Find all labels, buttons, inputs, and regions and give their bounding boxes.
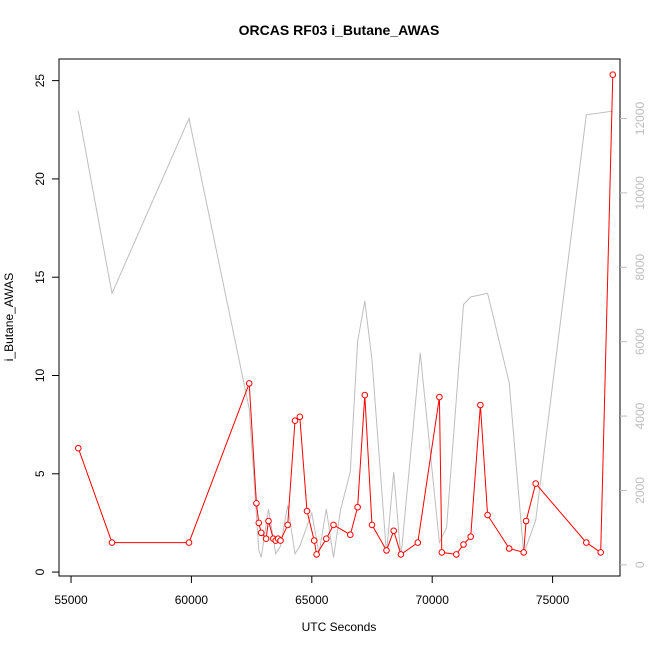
- x-tick-label: 70000: [416, 593, 450, 607]
- data-point: [609, 71, 617, 78]
- y-tick-label: 10: [33, 368, 47, 382]
- data-point: [467, 533, 475, 541]
- data-point: [414, 539, 422, 546]
- data-point: [460, 541, 467, 548]
- data-point: [291, 417, 299, 425]
- plot-frame: [58, 58, 621, 577]
- data-point: [253, 500, 260, 507]
- data-point: [532, 480, 540, 487]
- x-tick-label: 55000: [54, 593, 88, 607]
- data-point: [505, 545, 513, 552]
- x-axis-label: UTC Seconds: [302, 620, 377, 634]
- series-line-right-axis: [77, 110, 613, 558]
- data-point: [453, 551, 460, 558]
- data-point: [522, 517, 530, 525]
- data-point: [284, 521, 292, 529]
- y2-tick-label: 6000: [633, 328, 647, 355]
- data-point: [185, 539, 193, 546]
- y2-tick-label: 4000: [633, 402, 647, 429]
- data-point: [583, 539, 590, 546]
- data-point: [313, 551, 320, 558]
- data-point: [245, 380, 253, 387]
- x-axis: 55000 60000 65000 70000 75000: [54, 576, 570, 607]
- data-point: [75, 444, 82, 452]
- y-tick-label: 0: [33, 568, 47, 575]
- data-point: [262, 535, 270, 543]
- data-point: [354, 503, 361, 511]
- data-point: [323, 535, 330, 543]
- x-tick-label: 65000: [295, 593, 329, 607]
- y2-tick-label: 2000: [633, 477, 647, 504]
- y-tick-label: 5: [33, 470, 47, 477]
- data-point: [330, 521, 337, 529]
- y-axis-label: i_Butane_AWAS: [2, 273, 16, 362]
- y-tick-label: 25: [33, 74, 47, 88]
- data-point: [390, 527, 398, 535]
- y2-tick-label: 0: [633, 561, 647, 568]
- data-point: [310, 537, 318, 544]
- y-tick-label: 15: [33, 270, 47, 284]
- data-point: [597, 549, 605, 556]
- data-point: [383, 547, 390, 554]
- data-point: [108, 539, 116, 546]
- data-point: [438, 549, 446, 556]
- y2-tick-label: 8000: [633, 254, 647, 281]
- data-point: [361, 391, 369, 399]
- data-point: [368, 521, 376, 529]
- data-point: [477, 401, 484, 409]
- data-point: [255, 519, 263, 527]
- y2-tick-label: 12000: [633, 102, 647, 136]
- data-point: [265, 517, 272, 525]
- data-point: [436, 393, 443, 401]
- data-point: [303, 507, 311, 515]
- data-point: [347, 531, 354, 539]
- data-point: [257, 529, 265, 537]
- data-point: [484, 511, 491, 519]
- series-layer: [75, 71, 617, 558]
- data-point: [397, 551, 405, 558]
- data-point: [296, 413, 304, 421]
- x-tick-label: 75000: [536, 593, 570, 607]
- y2-tick-label: 10000: [633, 176, 647, 210]
- x-tick-label: 60000: [175, 593, 209, 607]
- chart-title: ORCAS RF03 i_Butane_AWAS: [239, 22, 440, 38]
- data-point: [277, 537, 284, 544]
- data-point: [520, 549, 528, 556]
- y-tick-label: 20: [33, 172, 47, 186]
- y-axis: 0 5 10 15 20 25: [33, 74, 59, 575]
- y2-axis-right: 0 2000 4000 6000 8000 10000 12000: [620, 102, 647, 568]
